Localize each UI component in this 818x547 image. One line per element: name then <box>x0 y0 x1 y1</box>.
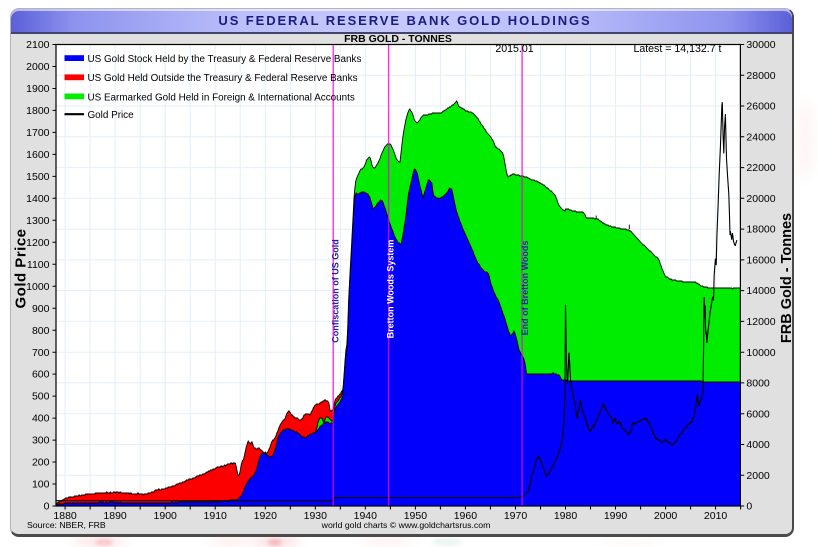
svg-text:world gold charts © www.goldch: world gold charts © www.goldchartsrus.co… <box>321 520 491 530</box>
svg-text:1930: 1930 <box>304 510 328 522</box>
svg-text:2015.01: 2015.01 <box>495 43 533 55</box>
svg-text:900: 900 <box>32 303 50 315</box>
svg-text:1800: 1800 <box>26 105 50 117</box>
svg-text:0: 0 <box>746 501 752 513</box>
svg-text:US Gold Held Outside the Treas: US Gold Held Outside the Treasury & Fede… <box>88 73 358 84</box>
svg-text:20000: 20000 <box>746 193 775 205</box>
svg-text:1940: 1940 <box>354 510 378 522</box>
svg-text:200: 200 <box>32 457 50 469</box>
svg-text:1890: 1890 <box>103 510 127 522</box>
svg-text:2010: 2010 <box>704 510 728 522</box>
svg-text:Latest = 14,132.7 t: Latest = 14,132.7 t <box>633 43 721 55</box>
svg-text:1400: 1400 <box>26 193 50 205</box>
svg-text:500: 500 <box>32 391 50 403</box>
svg-text:100: 100 <box>32 479 50 491</box>
svg-text:1500: 1500 <box>26 171 50 183</box>
svg-text:1300: 1300 <box>26 215 50 227</box>
svg-text:1100: 1100 <box>27 259 50 271</box>
svg-text:Gold Price: Gold Price <box>88 110 135 121</box>
svg-text:2000: 2000 <box>26 61 50 73</box>
svg-text:800: 800 <box>32 325 50 337</box>
svg-text:2000: 2000 <box>746 470 770 482</box>
svg-text:30000: 30000 <box>746 39 775 51</box>
svg-text:14000: 14000 <box>746 285 775 297</box>
svg-text:24000: 24000 <box>746 131 775 143</box>
svg-text:12000: 12000 <box>746 316 775 328</box>
svg-text:18000: 18000 <box>746 224 775 236</box>
svg-text:8000: 8000 <box>746 378 770 390</box>
svg-text:1950: 1950 <box>404 510 428 522</box>
svg-text:4000: 4000 <box>746 439 770 451</box>
svg-text:1970: 1970 <box>504 510 528 522</box>
svg-text:1900: 1900 <box>154 510 178 522</box>
svg-text:10000: 10000 <box>746 347 775 359</box>
svg-text:700: 700 <box>32 347 50 359</box>
svg-text:FRB Gold - Tonnes: FRB Gold - Tonnes <box>779 213 795 343</box>
svg-text:22000: 22000 <box>746 162 775 174</box>
svg-text:1880: 1880 <box>53 510 77 522</box>
svg-text:1000: 1000 <box>26 281 50 293</box>
svg-text:End of Bretton Woods: End of Bretton Woods <box>520 241 530 336</box>
svg-text:Gold Price: Gold Price <box>13 228 30 308</box>
svg-text:600: 600 <box>32 369 50 381</box>
svg-text:US Earmarked Gold Held in Fore: US Earmarked Gold Held in Foreign & Inte… <box>88 92 355 103</box>
svg-text:Source: NBER, FRB: Source: NBER, FRB <box>27 520 106 530</box>
svg-text:US Gold Stock Held by the Trea: US Gold Stock Held by the Treasury & Fed… <box>88 54 362 65</box>
svg-text:1990: 1990 <box>604 510 628 522</box>
svg-text:Bretton Woods System: Bretton Woods System <box>386 240 396 339</box>
svg-text:6000: 6000 <box>746 408 770 420</box>
svg-text:300: 300 <box>32 435 50 447</box>
svg-text:1910: 1910 <box>204 510 228 522</box>
svg-text:2000: 2000 <box>654 510 678 522</box>
svg-text:1700: 1700 <box>26 127 50 139</box>
svg-text:Confiscation of US Gold: Confiscation of US Gold <box>331 239 341 343</box>
svg-text:2100: 2100 <box>26 39 50 51</box>
svg-text:1920: 1920 <box>254 510 278 522</box>
svg-text:26000: 26000 <box>746 101 775 113</box>
svg-text:FRB GOLD - TONNES: FRB GOLD - TONNES <box>344 33 452 45</box>
svg-text:1980: 1980 <box>554 510 578 522</box>
svg-text:1200: 1200 <box>26 237 50 249</box>
svg-text:400: 400 <box>32 413 50 425</box>
svg-text:1960: 1960 <box>454 510 478 522</box>
svg-text:0: 0 <box>44 501 50 513</box>
svg-text:1600: 1600 <box>26 149 50 161</box>
svg-text:16000: 16000 <box>746 255 775 267</box>
svg-text:1900: 1900 <box>26 83 50 95</box>
svg-text:28000: 28000 <box>746 70 775 82</box>
